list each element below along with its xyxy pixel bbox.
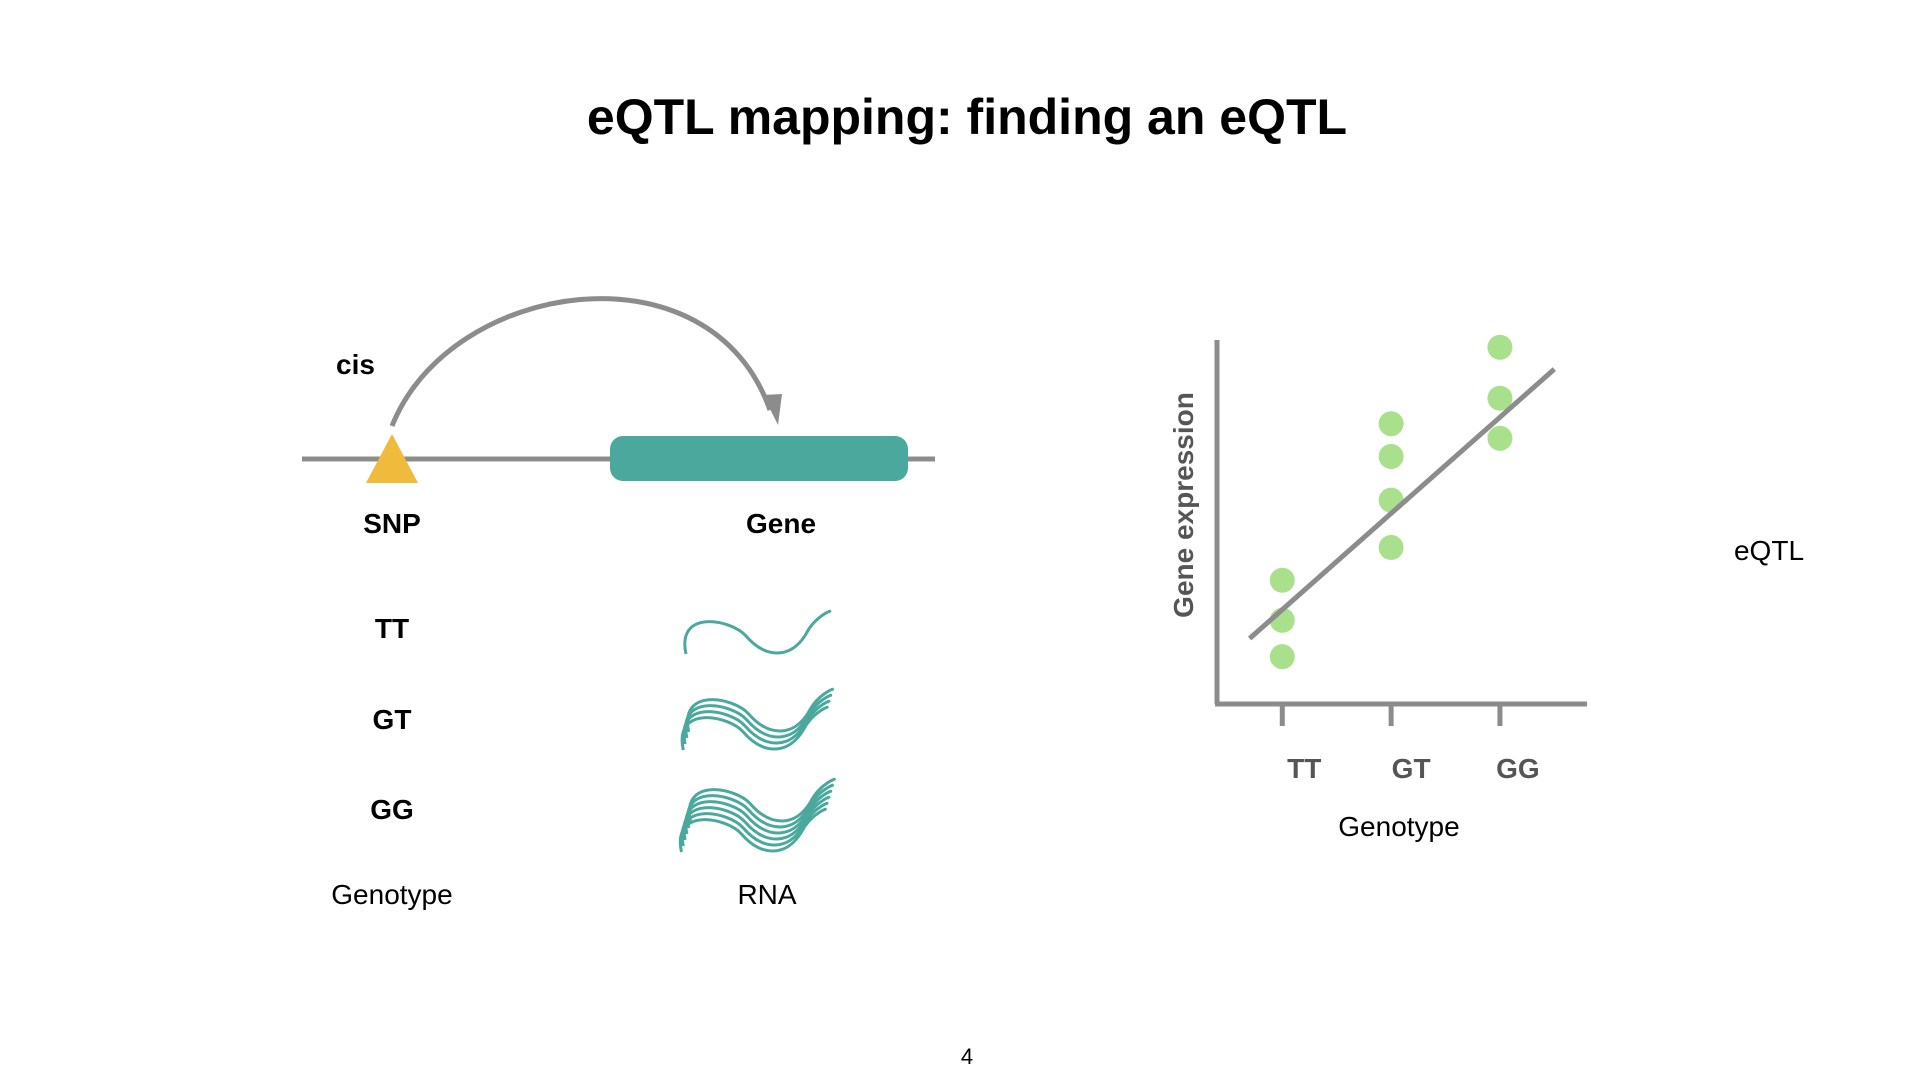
data-point-gt [1378,443,1404,469]
rna-wave-groups [678,609,836,853]
x-axis-label: Genotype [1338,811,1459,842]
x-ticks [1279,704,1503,726]
data-point-gt [1378,534,1404,560]
data-points [1269,334,1513,670]
y-axis-label: Gene expression [1168,392,1199,618]
gene-label: Gene [746,508,816,539]
x-tick-labels: TT GT GG [1287,753,1540,784]
rna-strand [686,783,834,829]
cis-diagram: cis SNP Gene TT GT GG Genotype RNA [302,296,935,910]
genotype-column-label: Genotype [331,879,452,910]
x-tick-label-tt: TT [1287,753,1321,784]
page-number: 4 [961,1044,973,1069]
rna-strand [687,777,836,823]
rna-strand [682,699,831,745]
snp-label: SNP [363,508,421,539]
rna-strand [684,789,833,835]
rna-wave-group-tt [683,609,832,655]
x-tick-label-gt: GT [1392,753,1431,784]
rna-wave-group-gg [678,777,836,853]
gene-body [610,436,908,481]
data-point-gg [1487,334,1513,360]
genotype-gt-label: GT [373,704,412,735]
rna-column-label: RNA [737,879,796,910]
trend-line [1247,367,1557,641]
cis-arrowhead-icon [763,394,782,425]
rna-strand [686,687,834,733]
data-point-tt [1269,567,1295,593]
rna-strand [684,693,833,739]
rna-strand [682,795,831,841]
data-point-gt [1378,411,1404,437]
rna-wave-group-gt [680,687,834,751]
genotype-gg-label: GG [370,794,414,825]
slide-title: eQTL mapping: finding an eQTL [587,89,1347,145]
rna-strand [680,801,829,847]
cis-label: cis [336,349,375,380]
data-point-gg [1487,425,1513,451]
snp-triangle-icon [366,434,418,483]
eqtl-scatter-chart: TT GT GG Gene expression Genotype [1168,334,1587,842]
rna-strand [683,609,832,655]
eqtl-annotation: eQTL [1734,535,1804,566]
data-point-gg [1487,385,1513,411]
data-point-tt [1269,644,1295,670]
rna-strand [678,807,827,853]
rna-strand [680,705,829,751]
x-tick-label-gg: GG [1496,753,1540,784]
cis-arrow [389,296,773,427]
genotype-tt-label: TT [375,613,409,644]
